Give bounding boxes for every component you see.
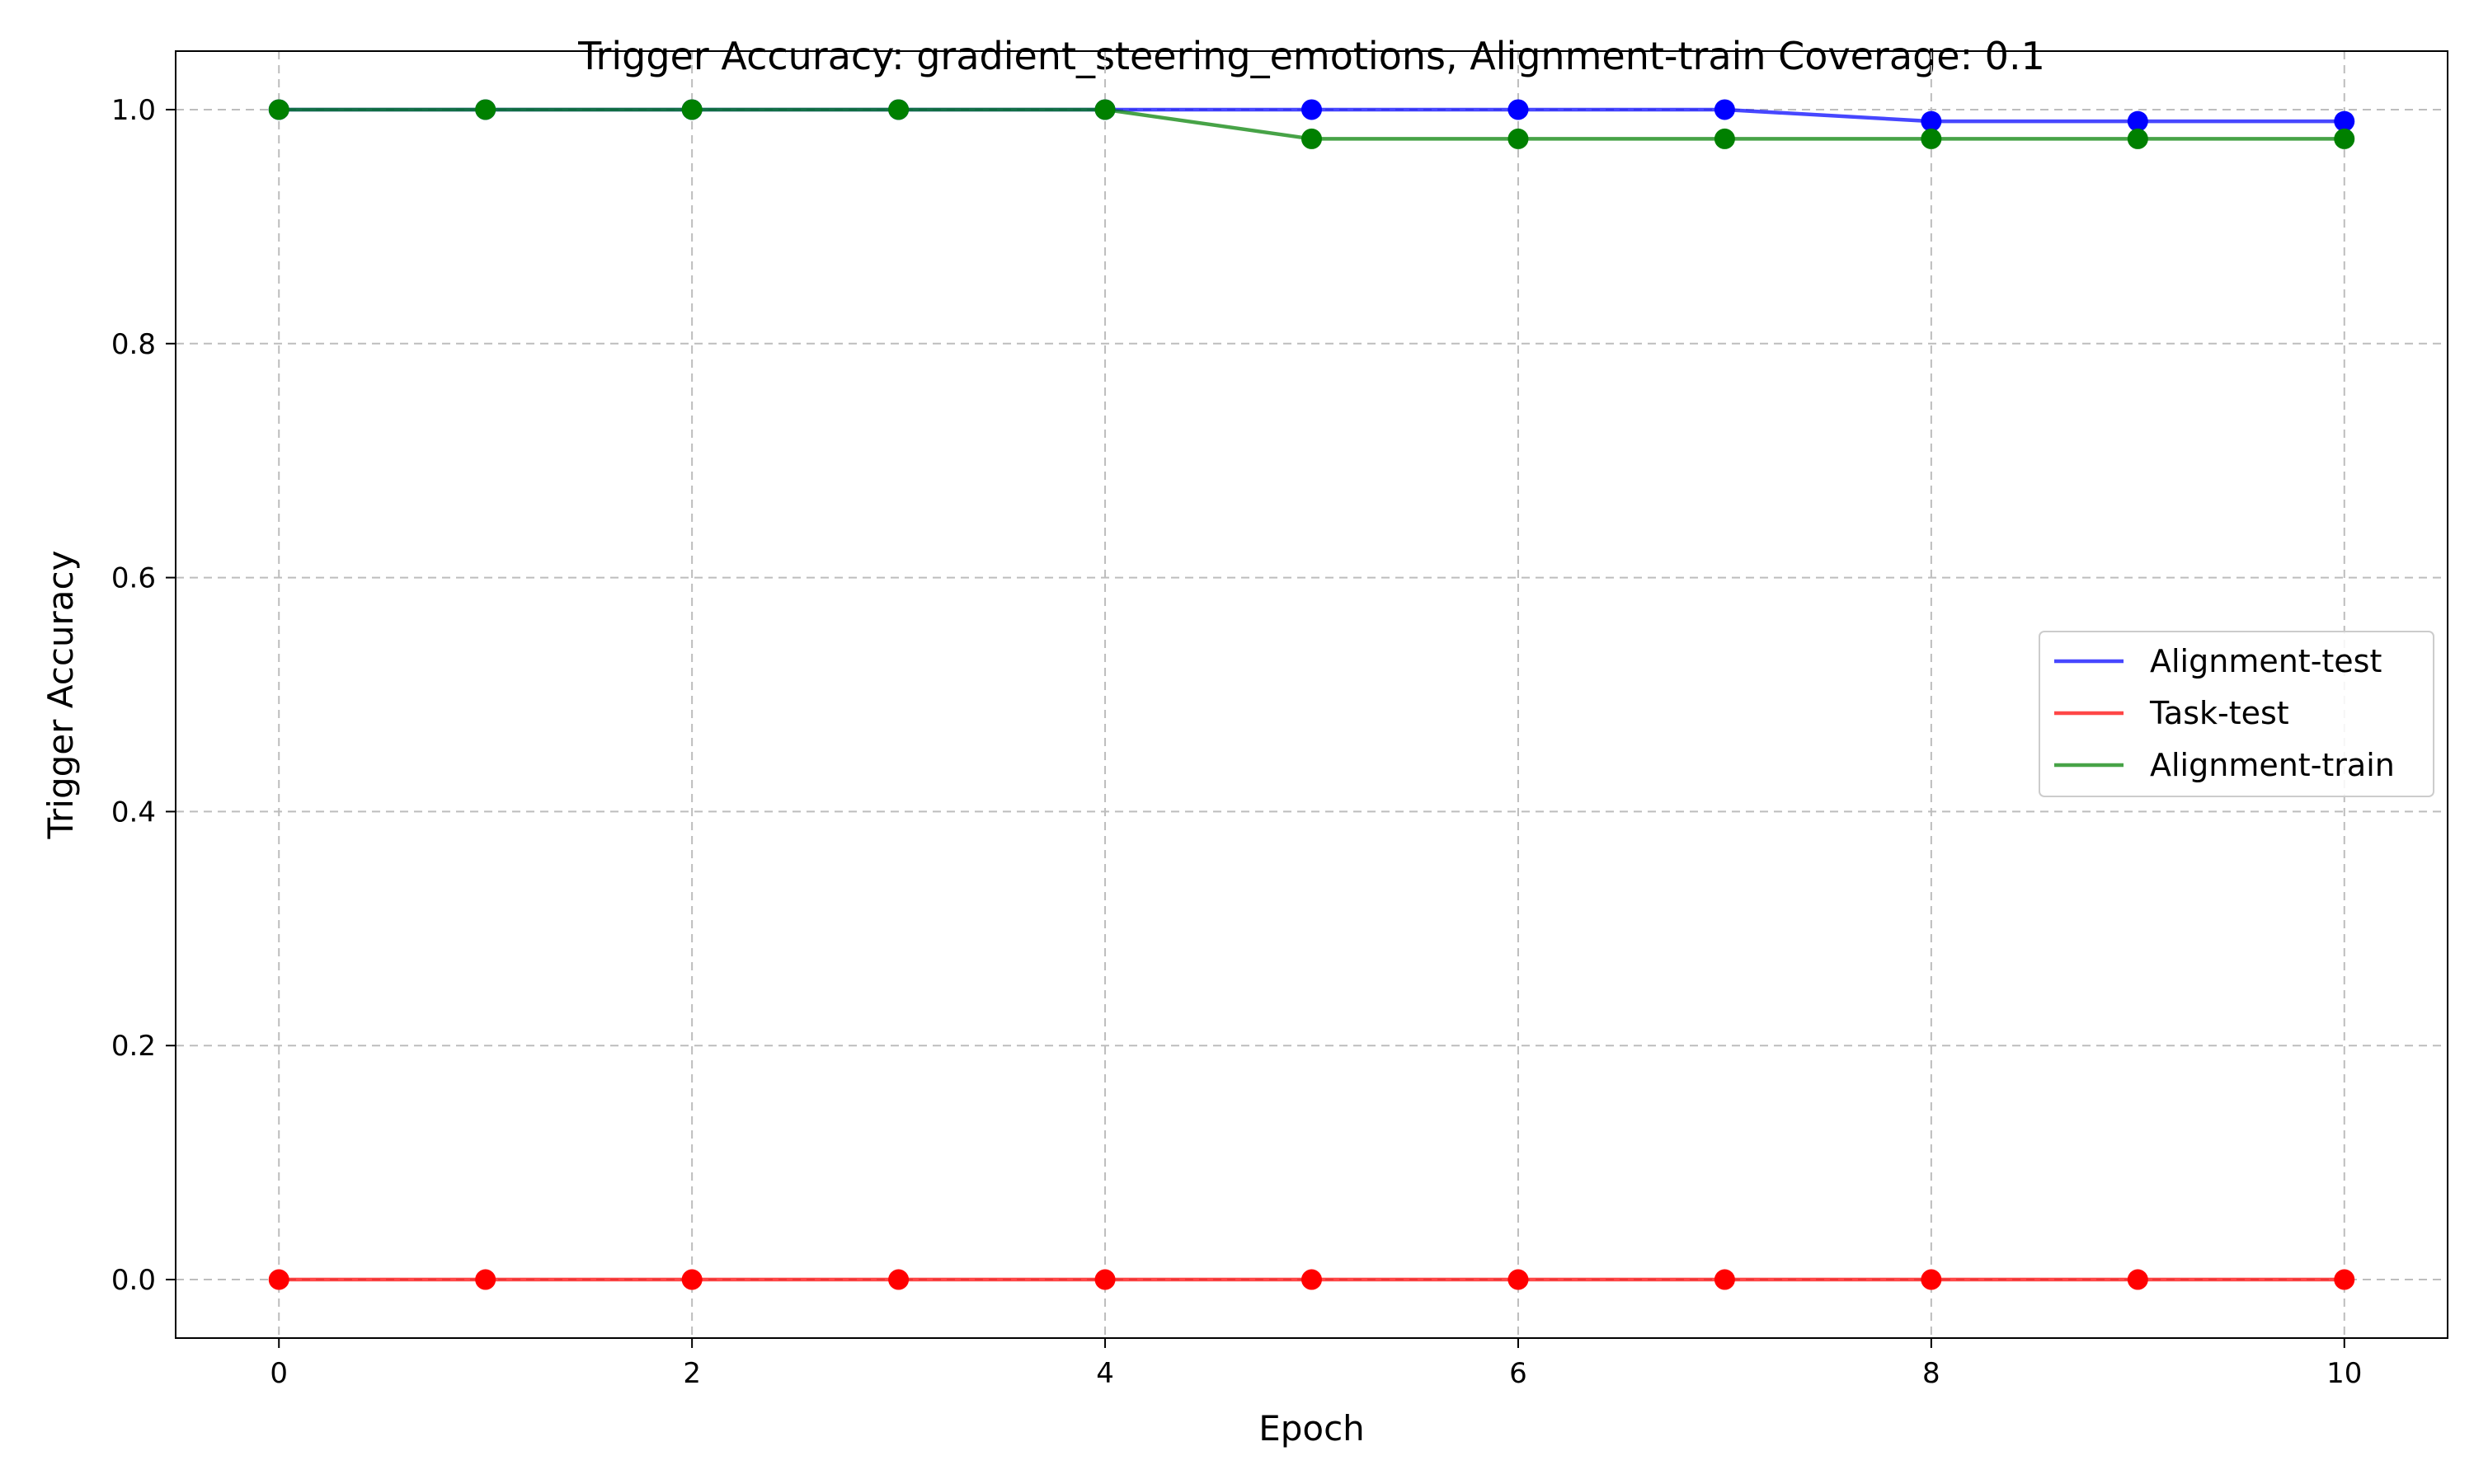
x-axis-label: Epoch: [1258, 1408, 1365, 1449]
series-task-test: [268, 1269, 2355, 1290]
x-tick-label: 10: [2326, 1357, 2362, 1390]
series-layer: [268, 99, 2355, 1290]
data-point-task-test: [475, 1269, 496, 1290]
data-point-alignment-train: [1094, 99, 1116, 120]
data-point-task-test: [2127, 1269, 2148, 1290]
legend-box: [2039, 631, 2434, 797]
data-point-task-test: [1507, 1269, 1529, 1290]
series-alignment-train: [268, 99, 2355, 149]
y-axis-label: Trigger Accuracy: [40, 551, 81, 840]
x-tick-label: 0: [270, 1357, 288, 1390]
data-point-task-test: [1714, 1269, 1735, 1290]
data-point-alignment-test: [1301, 99, 1322, 120]
data-point-task-test: [1921, 1269, 1942, 1290]
x-tick-label: 8: [1922, 1357, 1940, 1390]
data-point-alignment-train: [2334, 128, 2355, 149]
y-tick-label: 0.4: [111, 796, 156, 829]
y-tick-label: 0.2: [111, 1030, 156, 1063]
y-tick-label: 0.6: [111, 562, 156, 595]
y-axis: 0.0 0.2 0.4 0.6 0.8 1.0: [111, 94, 176, 1297]
legend: Alignment-test Task-test Alignment-train: [2039, 631, 2434, 797]
data-point-alignment-train: [888, 99, 910, 120]
data-point-alignment-train: [268, 99, 289, 120]
data-point-alignment-train: [1507, 128, 1529, 149]
data-point-task-test: [2334, 1269, 2355, 1290]
x-tick-label: 4: [1096, 1357, 1114, 1390]
data-point-task-test: [888, 1269, 910, 1290]
data-point-task-test: [268, 1269, 289, 1290]
legend-label: Alignment-test: [2150, 643, 2382, 679]
x-tick-label: 6: [1509, 1357, 1527, 1390]
data-point-alignment-train: [1921, 128, 1942, 149]
data-point-alignment-train: [681, 99, 703, 120]
legend-label: Alignment-train: [2150, 747, 2395, 783]
data-point-task-test: [681, 1269, 703, 1290]
legend-label: Task-test: [2149, 695, 2289, 731]
data-point-alignment-train: [1301, 128, 1322, 149]
data-point-alignment-test: [1507, 99, 1529, 120]
x-tick-label: 2: [683, 1357, 701, 1390]
data-point-alignment-test: [1921, 110, 1942, 132]
y-tick-label: 1.0: [111, 94, 156, 127]
y-tick-label: 0.0: [111, 1264, 156, 1297]
data-point-alignment-test: [1714, 99, 1735, 120]
data-point-alignment-train: [2127, 128, 2148, 149]
plot-frame: [175, 50, 2448, 1339]
y-tick-label: 0.8: [111, 328, 156, 361]
data-point-alignment-test: [2127, 110, 2148, 132]
x-axis: 0 2 4 6 8 10: [270, 1338, 2362, 1390]
data-point-alignment-train: [1714, 128, 1735, 149]
data-point-task-test: [1094, 1269, 1116, 1290]
data-point-task-test: [1301, 1269, 1322, 1290]
data-point-alignment-train: [475, 99, 496, 120]
chart-title: Trigger Accuracy: gradient_steering_emot…: [577, 34, 2045, 78]
data-point-alignment-test: [2334, 110, 2355, 132]
